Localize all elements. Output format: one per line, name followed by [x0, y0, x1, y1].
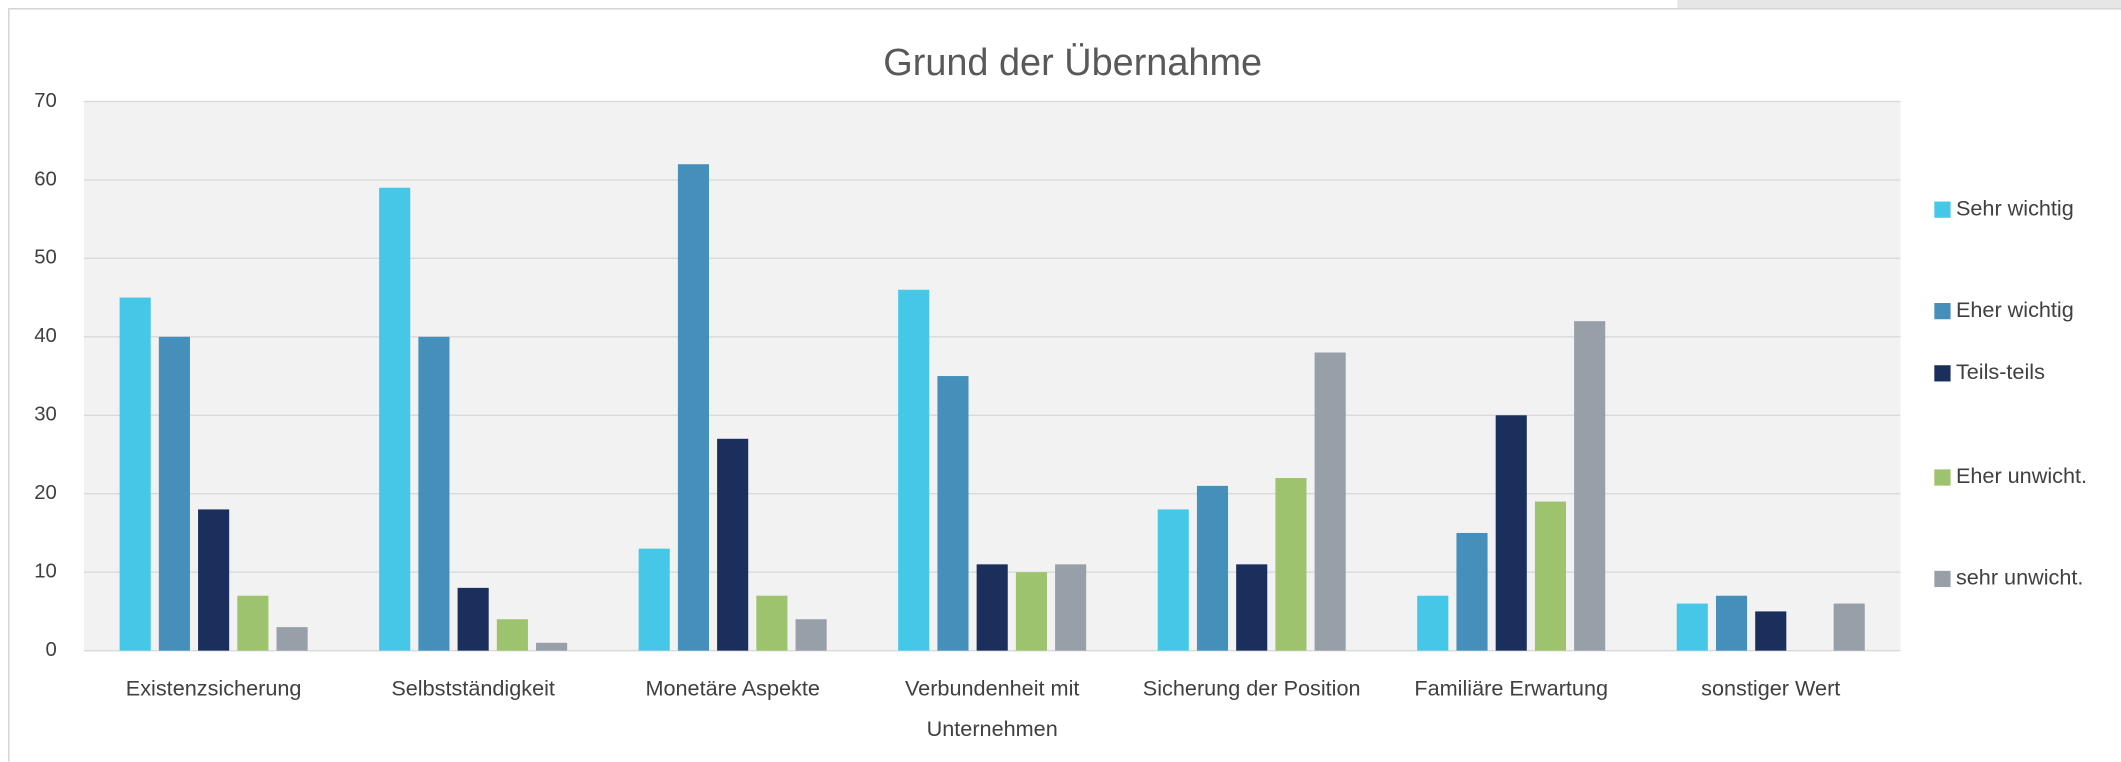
y-tick-label: 60: [34, 168, 57, 190]
y-tick-label: 20: [34, 482, 57, 504]
legend-label: Eher unwicht.: [1956, 463, 2087, 488]
bar: [536, 642, 568, 651]
x-tick-label: Sicherung der Position: [1142, 677, 1361, 701]
bar: [379, 187, 411, 651]
bar: [418, 336, 450, 651]
y-tick-label: 0: [46, 639, 57, 661]
toolbar-strip: [1677, 0, 2121, 9]
bar: [1157, 509, 1189, 651]
bar: [756, 595, 788, 651]
bar: [496, 619, 528, 651]
bar: [1676, 603, 1708, 651]
bar: [638, 548, 670, 651]
bar: [1534, 501, 1567, 651]
bar: [898, 289, 930, 651]
x-tick-label: Monetäre Aspekte: [645, 677, 820, 701]
bar: [198, 509, 230, 651]
legend-label: Sehr wichtig: [1956, 195, 2074, 220]
bar: [1456, 532, 1488, 651]
bar: [976, 564, 1008, 651]
x-tick-label: Existenzsicherung: [125, 677, 302, 701]
bar: [1417, 595, 1449, 651]
legend-label: sehr unwicht.: [1956, 565, 2083, 590]
bar: [1715, 595, 1748, 651]
y-tick-label: 10: [34, 561, 57, 583]
legend-label: Eher wichtig: [1956, 297, 2074, 322]
bar: [119, 297, 151, 651]
y-tick-label: 70: [34, 90, 57, 112]
bar: [1574, 321, 1606, 651]
legend-swatch: [1934, 201, 1951, 218]
legend-swatch: [1934, 303, 1951, 320]
legend-swatch: [1934, 570, 1951, 588]
y-tick-label: 30: [34, 404, 57, 426]
legend-label: Teils-teils: [1956, 359, 2045, 384]
bar: [1055, 564, 1087, 651]
chart-title: Grund der Übernahme: [883, 42, 1262, 84]
x-tick-label: sonstiger Wert: [1701, 677, 1841, 701]
legend-swatch: [1934, 365, 1951, 382]
bar: [717, 438, 749, 651]
bar: [1314, 352, 1346, 651]
x-tick-label: Verbundenheit mit Unternehmen: [904, 677, 1080, 742]
bar: [276, 627, 308, 651]
y-tick-label: 40: [34, 325, 57, 347]
bar: [1236, 564, 1268, 651]
x-tick-label: Selbstständigkeit: [391, 677, 555, 701]
x-tick-label: Familiäre Erwartung: [1414, 677, 1609, 701]
bar: [1196, 485, 1229, 651]
bar: [457, 587, 489, 651]
legend-swatch: [1934, 469, 1951, 486]
bar: [237, 595, 269, 651]
bar: [1755, 611, 1787, 651]
bar: [1015, 572, 1047, 651]
bar: [677, 164, 709, 651]
bar: [1495, 415, 1527, 651]
bar: [795, 619, 827, 651]
bar: [1833, 603, 1865, 651]
bar: [937, 376, 969, 651]
bar: [158, 336, 190, 651]
bar: [1275, 478, 1307, 651]
y-tick-label: 50: [34, 247, 57, 269]
